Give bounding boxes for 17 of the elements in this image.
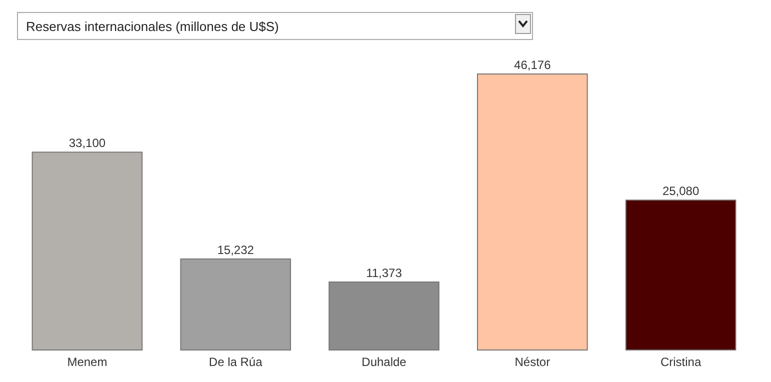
- x-tick-label: Cristina: [660, 354, 702, 369]
- data-label: 25,080: [662, 184, 700, 198]
- data-label: 15,232: [217, 242, 254, 257]
- bar: [32, 152, 143, 350]
- chart-title: Reservas internacionales (millones de U$S): [26, 19, 279, 34]
- bar: [476, 74, 588, 350]
- data-label: 33,100: [68, 136, 106, 150]
- bar: [180, 258, 292, 350]
- data-label: 11,373: [366, 266, 402, 280]
- bar: [625, 200, 736, 350]
- dropdown: Reservas internacionales (millones de U$S): [17, 12, 533, 40]
- x-tick-label: Menem: [67, 354, 108, 369]
- data-label: 46,176: [514, 58, 552, 72]
- bar: [328, 282, 440, 350]
- x-tick-label: Duhalde: [362, 354, 407, 369]
- x-tick-label: De la Rúa: [208, 354, 263, 369]
- x-tick-label: Néstor: [514, 354, 550, 369]
